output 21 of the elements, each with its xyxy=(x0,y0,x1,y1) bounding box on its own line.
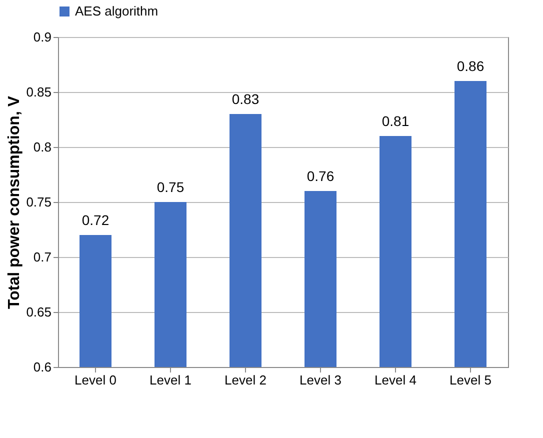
y-tick-label: 0.6 xyxy=(33,360,52,374)
y-tick-label: 0.65 xyxy=(26,304,52,320)
data-label: 0.72 xyxy=(82,212,110,228)
y-axis-title: Total power consumption, V xyxy=(6,96,24,310)
x-tick-label: Level 4 xyxy=(374,372,416,388)
x-tick-label: Level 0 xyxy=(74,372,116,388)
x-tick-label: Level 1 xyxy=(150,372,192,388)
data-label: 0.76 xyxy=(306,168,334,184)
x-tick-label: Level 3 xyxy=(300,372,342,388)
x-tick-label: Level 2 xyxy=(224,372,266,388)
data-label: 0.81 xyxy=(382,113,410,129)
y-tick-label: 0.85 xyxy=(26,84,52,100)
legend-label: AES algorithm xyxy=(75,4,158,18)
data-label: 0.75 xyxy=(156,179,184,195)
y-tick-label: 0.9 xyxy=(33,30,52,44)
data-label: 0.86 xyxy=(456,58,484,74)
x-tick-label: Level 5 xyxy=(450,372,492,388)
y-tick-label: 0.7 xyxy=(33,250,52,264)
y-tick-label: 0.75 xyxy=(26,194,52,210)
data-label: 0.83 xyxy=(232,91,260,107)
y-tick-label: 0.8 xyxy=(33,140,52,154)
